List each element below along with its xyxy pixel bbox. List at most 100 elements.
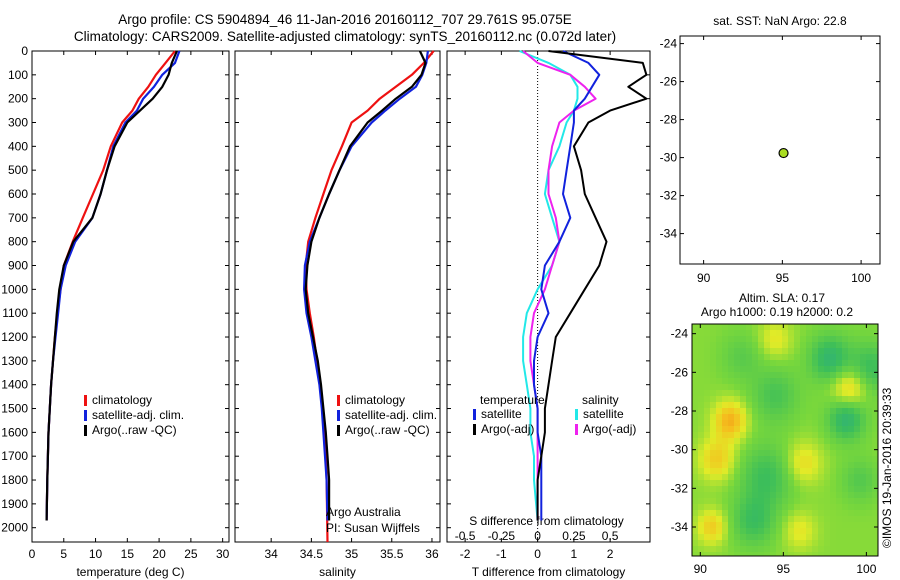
altimetry-heatmap-cell (782, 540, 788, 546)
altimetry-heatmap-cell (830, 432, 836, 438)
altimetry-heatmap-cell (854, 348, 860, 354)
altimetry-heatmap-cell (716, 354, 722, 360)
altimetry-heatmap-cell (830, 516, 836, 522)
altimetry-heatmap-cell (764, 324, 770, 330)
altimetry-heatmap-cell (848, 528, 854, 534)
altimetry-heatmap-cell (854, 420, 860, 426)
altimetry-heatmap-cell (764, 414, 770, 420)
altimetry-heatmap-cell (704, 462, 710, 468)
altimetry-heatmap-cell (758, 444, 764, 450)
altimetry-heatmap-cell (830, 498, 836, 504)
altimetry-heatmap-cell (692, 546, 698, 552)
altimetry-heatmap-cell (770, 330, 776, 336)
altimetry-heatmap-cell (716, 360, 722, 366)
altimetry-heatmap-cell (722, 360, 728, 366)
altimetry-heatmap-cell (782, 438, 788, 444)
altimetry-heatmap-cell (872, 366, 878, 372)
altimetry-heatmap-cell (758, 474, 764, 480)
altimetry-heatmap-cell (746, 402, 752, 408)
altimetry-heatmap-cell (788, 462, 794, 468)
altimetry-heatmap-cell (788, 324, 794, 330)
altimetry-heatmap-cell (770, 396, 776, 402)
altimetry-heatmap-cell (740, 432, 746, 438)
altimetry-heatmap-cell (776, 474, 782, 480)
altimetry-heatmap-cell (716, 384, 722, 390)
altimetry-heatmap-cell (782, 480, 788, 486)
altimetry-heatmap-cell (812, 348, 818, 354)
altimetry-heatmap-cell (794, 366, 800, 372)
altimetry-heatmap-cell (830, 366, 836, 372)
altimetry-heatmap-cell (770, 378, 776, 384)
altimetry-heatmap-cell (860, 324, 866, 330)
depth-ytick-label: 600 (8, 187, 28, 201)
altimetry-heatmap-cell (794, 456, 800, 462)
altimetry-heatmap-cell (698, 510, 704, 516)
altimetry-heatmap-cell (836, 450, 842, 456)
altimetry-heatmap-cell (782, 474, 788, 480)
altimetry-heatmap-cell (728, 522, 734, 528)
altimetry-heatmap-cell (776, 396, 782, 402)
altimetry-heatmap-cell (824, 426, 830, 432)
altimetry-heatmap-cell (770, 390, 776, 396)
altimetry-heatmap-cell (812, 468, 818, 474)
altimetry-heatmap-cell (812, 462, 818, 468)
altimetry-frame (691, 323, 879, 557)
altimetry-heatmap-cell (746, 354, 752, 360)
altimetry-heatmap-cell (854, 432, 860, 438)
altimetry-heatmap-cell (770, 468, 776, 474)
altimetry-heatmap-cell (704, 528, 710, 534)
altimetry-heatmap-cell (788, 390, 794, 396)
altimetry-heatmap-cell (806, 396, 812, 402)
altimetry-heatmap-cell (758, 504, 764, 510)
altimetry-heatmap-cell (848, 480, 854, 486)
altimetry-heatmap-cell (866, 354, 872, 360)
altimetry-heatmap-cell (830, 456, 836, 462)
altimetry-heatmap-cell (746, 534, 752, 540)
altimetry-heatmap-cell (698, 324, 704, 330)
altimetry-heatmap-cell (812, 504, 818, 510)
altimetry-heatmap-cell (782, 498, 788, 504)
altimetry-heatmap-cell (710, 474, 716, 480)
depth-ytick-label: 1700 (1, 449, 28, 463)
altimetry-heatmap-cell (788, 336, 794, 342)
altimetry-heatmap-cell (860, 432, 866, 438)
altimetry-heatmap-cell (866, 366, 872, 372)
altimetry-heatmap-cell (734, 474, 740, 480)
altimetry-heatmap-cell (722, 486, 728, 492)
altimetry-heatmap-cell (722, 510, 728, 516)
altimetry-heatmap-cell (692, 462, 698, 468)
altimetry-heatmap-cell (770, 498, 776, 504)
altimetry-heatmap-cell (716, 348, 722, 354)
altimetry-heatmap-cell (788, 366, 794, 372)
altimetry-heatmap-cell (800, 522, 806, 528)
altimetry-heatmap-cell (860, 420, 866, 426)
altimetry-heatmap-cell (818, 528, 824, 534)
altimetry-heatmap-cell (854, 450, 860, 456)
altimetry-heatmap-cell (698, 414, 704, 420)
altimetry-heatmap-cell (770, 414, 776, 420)
altimetry-heatmap-cell (698, 462, 704, 468)
altimetry-heatmap-cell (818, 480, 824, 486)
altimetry-heatmap-cell (842, 438, 848, 444)
altimetry-heatmap-cell (848, 438, 854, 444)
altimetry-heatmap-cell (704, 342, 710, 348)
altimetry-heatmap-cell (788, 432, 794, 438)
difference-x2tick-label: 0 (534, 529, 541, 543)
altimetry-heatmap-cell (770, 522, 776, 528)
altimetry-heatmap-cell (764, 426, 770, 432)
altimetry-heatmap-cell (818, 492, 824, 498)
altimetry-heatmap-cell (872, 504, 878, 510)
altimetry-heatmap-cell (866, 474, 872, 480)
altimetry-heatmap-cell (782, 354, 788, 360)
altimetry-heatmap-cell (722, 432, 728, 438)
altimetry-xtick-label: 90 (694, 562, 708, 576)
altimetry-heatmap-cell (740, 504, 746, 510)
altimetry-heatmap-cell (854, 546, 860, 552)
difference-xlabel: T difference from climatology (472, 565, 626, 579)
altimetry-heatmap-cell (860, 480, 866, 486)
altimetry-heatmap-cell (812, 486, 818, 492)
altimetry-heatmap-cell (836, 534, 842, 540)
altimetry-heatmap-cell (836, 492, 842, 498)
altimetry-heatmap-cell (710, 336, 716, 342)
altimetry-heatmap-cell (776, 480, 782, 486)
